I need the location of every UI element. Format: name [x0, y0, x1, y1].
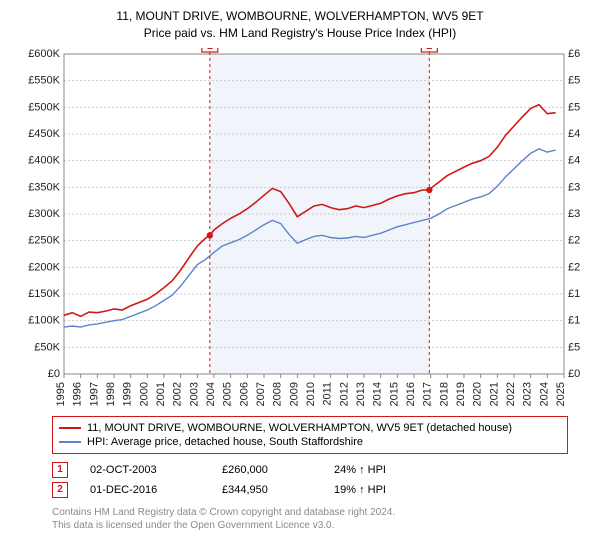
svg-text:£350K: £350K: [28, 181, 60, 193]
svg-text:£250K: £250K: [568, 234, 580, 246]
svg-text:2000: 2000: [138, 382, 150, 406]
sale-hpi-delta: 19% ↑ HPI: [334, 484, 386, 496]
legend-swatch: [59, 427, 81, 429]
svg-text:£600K: £600K: [568, 48, 580, 60]
sale-price: £344,950: [222, 484, 312, 496]
chart-title: 11, MOUNT DRIVE, WOMBOURNE, WOLVERHAMPTO…: [10, 8, 590, 42]
svg-text:2019: 2019: [455, 382, 467, 406]
svg-text:£250K: £250K: [28, 234, 60, 246]
svg-text:2007: 2007: [255, 382, 267, 406]
line-chart: £0 £0 £50K £50K £100K £100K £150K £150K £200K £20…: [20, 48, 580, 408]
legend-item: HPI: Average price, detached house, Sout…: [59, 435, 561, 449]
svg-text:2010: 2010: [305, 382, 317, 406]
svg-text:2021: 2021: [488, 382, 500, 406]
title-line-1: 11, MOUNT DRIVE, WOMBOURNE, WOLVERHAMPTO…: [10, 8, 590, 25]
svg-text:£200K: £200K: [568, 261, 580, 273]
svg-text:£450K: £450K: [568, 128, 580, 140]
title-line-2: Price paid vs. HM Land Registry's House …: [10, 25, 590, 42]
svg-text:2005: 2005: [222, 382, 234, 406]
svg-text:2: 2: [426, 48, 432, 52]
svg-text:2012: 2012: [338, 382, 350, 406]
svg-text:1997: 1997: [88, 382, 100, 406]
svg-text:£300K: £300K: [568, 208, 580, 220]
svg-text:£50K: £50K: [568, 341, 580, 353]
svg-text:2022: 2022: [505, 382, 517, 406]
svg-text:£300K: £300K: [28, 208, 60, 220]
svg-text:£550K: £550K: [568, 74, 580, 86]
svg-text:£0: £0: [48, 368, 60, 380]
legend-item: 11, MOUNT DRIVE, WOMBOURNE, WOLVERHAMPTO…: [59, 421, 561, 435]
sale-row: 2 01-DEC-2016 £344,950 19% ↑ HPI: [52, 480, 568, 500]
legend-swatch: [59, 441, 81, 443]
sale-date: 01-DEC-2016: [90, 484, 200, 496]
svg-text:2015: 2015: [388, 382, 400, 406]
svg-text:2014: 2014: [372, 382, 384, 406]
svg-text:£550K: £550K: [28, 74, 60, 86]
svg-text:£200K: £200K: [28, 261, 60, 273]
svg-text:2001: 2001: [155, 382, 167, 406]
svg-text:1998: 1998: [105, 382, 117, 406]
footer-line-1: Contains HM Land Registry data © Crown c…: [52, 506, 568, 520]
footer-line-2: This data is licensed under the Open Gov…: [52, 519, 568, 533]
svg-text:1996: 1996: [72, 382, 84, 406]
sale-price: £260,000: [222, 464, 312, 476]
chart-container: £0 £0 £50K £50K £100K £100K £150K £150K £200K £20…: [20, 48, 580, 408]
legend-label: 11, MOUNT DRIVE, WOMBOURNE, WOLVERHAMPTO…: [87, 422, 512, 434]
svg-text:£100K: £100K: [568, 314, 580, 326]
sale-row: 1 02-OCT-2003 £260,000 24% ↑ HPI: [52, 460, 568, 480]
svg-text:2017: 2017: [422, 382, 434, 406]
svg-text:£150K: £150K: [568, 288, 580, 300]
svg-text:£400K: £400K: [28, 154, 60, 166]
svg-text:£500K: £500K: [568, 101, 580, 113]
svg-text:£150K: £150K: [28, 288, 60, 300]
legend-box: 11, MOUNT DRIVE, WOMBOURNE, WOLVERHAMPTO…: [52, 416, 568, 454]
footer-attribution: Contains HM Land Registry data © Crown c…: [52, 506, 568, 533]
svg-text:2024: 2024: [538, 382, 550, 406]
svg-text:£400K: £400K: [568, 154, 580, 166]
svg-text:1: 1: [207, 48, 213, 52]
svg-text:2002: 2002: [172, 382, 184, 406]
svg-text:2006: 2006: [238, 382, 250, 406]
svg-text:£450K: £450K: [28, 128, 60, 140]
svg-text:2023: 2023: [522, 382, 534, 406]
svg-text:£0: £0: [568, 368, 580, 380]
svg-text:2013: 2013: [355, 382, 367, 406]
svg-text:£500K: £500K: [28, 101, 60, 113]
svg-text:£350K: £350K: [568, 181, 580, 193]
svg-text:2025: 2025: [555, 382, 567, 406]
svg-text:2003: 2003: [188, 382, 200, 406]
svg-text:2011: 2011: [322, 382, 334, 406]
svg-text:£100K: £100K: [28, 314, 60, 326]
sales-list: 1 02-OCT-2003 £260,000 24% ↑ HPI 2 01-DEC-201…: [52, 460, 568, 500]
svg-text:1999: 1999: [122, 382, 134, 406]
legend-label: HPI: Average price, detached house, Sout…: [87, 436, 363, 448]
svg-text:2020: 2020: [472, 382, 484, 406]
sale-hpi-delta: 24% ↑ HPI: [334, 464, 386, 476]
svg-text:£600K: £600K: [28, 48, 60, 60]
svg-text:2008: 2008: [272, 382, 284, 406]
svg-text:2018: 2018: [438, 382, 450, 406]
sale-date: 02-OCT-2003: [90, 464, 200, 476]
sale-marker-box: 2: [52, 482, 68, 498]
svg-text:2009: 2009: [288, 382, 300, 406]
svg-text:2004: 2004: [205, 382, 217, 406]
svg-text:1995: 1995: [55, 382, 67, 406]
svg-text:2016: 2016: [405, 382, 417, 406]
svg-text:£50K: £50K: [34, 341, 60, 353]
sale-marker-box: 1: [52, 462, 68, 478]
